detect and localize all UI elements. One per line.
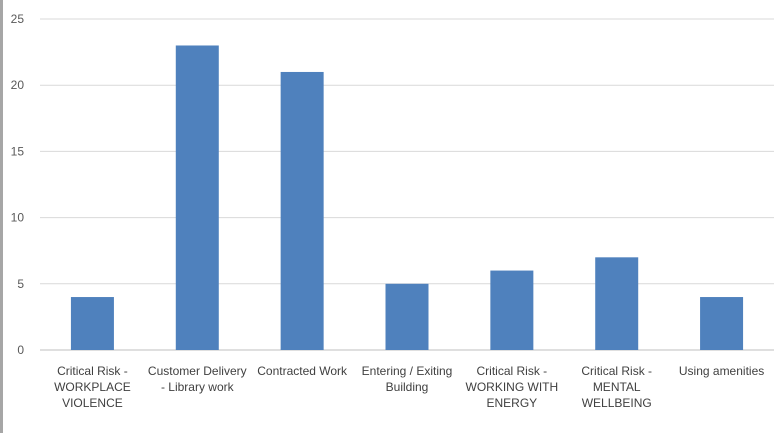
x-axis-categories: Critical Risk -WORKPLACE VIOLENCE Customer… xyxy=(54,364,764,410)
bar xyxy=(70,297,114,350)
x-category-label: Entering / Exiting Building xyxy=(362,364,453,394)
bar xyxy=(490,270,534,350)
x-category-label: Critical Risk -WORKPLACE VIOLENCE xyxy=(54,364,131,410)
y-tick-label: 0 xyxy=(17,343,24,357)
gridlines xyxy=(40,18,774,351)
y-tick-label: 25 xyxy=(11,12,25,26)
bar xyxy=(595,257,639,350)
bar xyxy=(280,71,324,351)
left-frame-edge xyxy=(0,0,3,433)
bar xyxy=(700,297,744,350)
x-category-label: Using amenities xyxy=(679,364,764,378)
x-category-label: Customer Delivery - Library work xyxy=(148,364,247,394)
x-category-label: Contracted Work xyxy=(257,364,348,378)
bars xyxy=(70,45,744,351)
y-tick-label: 15 xyxy=(11,144,25,158)
bar xyxy=(175,45,219,350)
bar xyxy=(385,283,429,350)
y-axis-ticks: 0 5 10 15 20 25 xyxy=(11,12,25,357)
y-tick-label: 20 xyxy=(11,78,25,92)
y-tick-label: 5 xyxy=(17,277,24,291)
x-category-label: Critical Risk -WORKING WITH ENERGY xyxy=(466,364,559,410)
y-tick-label: 10 xyxy=(11,211,25,225)
x-category-label: Critical Risk -MENTAL WELLBEING xyxy=(581,364,652,410)
